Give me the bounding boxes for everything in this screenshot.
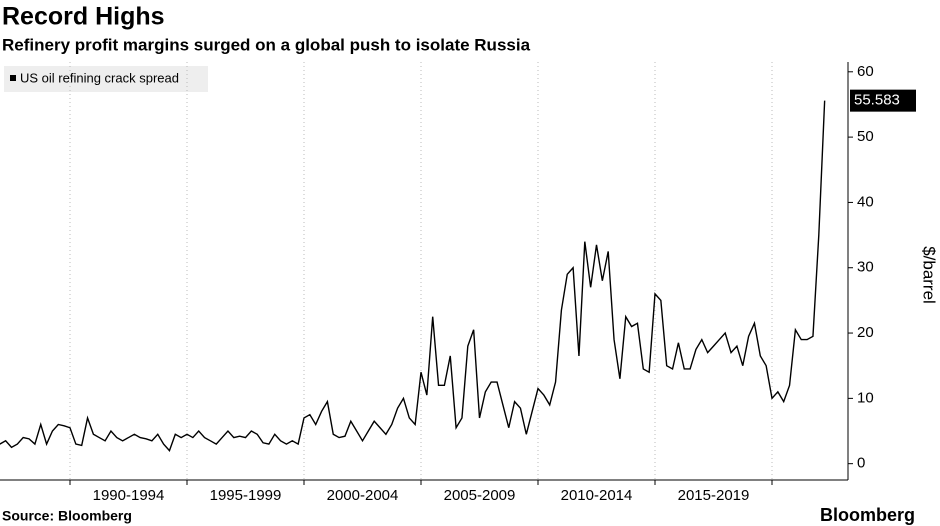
legend-box: [4, 66, 208, 92]
y-tick-label: 40: [857, 193, 874, 210]
legend-label: US oil refining crack spread: [20, 70, 179, 85]
legend-swatch: [10, 75, 16, 81]
x-tick-label: 1990-1994: [93, 487, 165, 504]
y-tick-label: 10: [857, 389, 874, 406]
x-tick-label: 2000-2004: [327, 487, 399, 504]
x-tick-label: 2010-2014: [561, 487, 633, 504]
source: Source: Bloomberg: [2, 508, 132, 524]
y-tick-label: 30: [857, 259, 874, 276]
last-value-box: [850, 89, 916, 112]
brand: Bloomberg: [820, 505, 915, 525]
x-tick-label: 1995-1999: [210, 487, 282, 504]
y-tick-label: 60: [857, 63, 874, 80]
line-series: [0, 100, 826, 452]
last-value-label: 55.583: [854, 92, 900, 109]
y-tick-label: 20: [857, 324, 874, 341]
chart-subtitle: Refinery profit margins surged on a glob…: [2, 35, 531, 54]
chart-title: Record Highs: [2, 3, 165, 31]
x-tick-label: 2005-2009: [444, 487, 516, 504]
y-tick-label: 0: [857, 455, 865, 472]
x-tick-label: 2015-2019: [678, 487, 750, 504]
y-tick-label: 50: [857, 128, 874, 145]
y-axis-label: $/barrel: [920, 246, 939, 304]
